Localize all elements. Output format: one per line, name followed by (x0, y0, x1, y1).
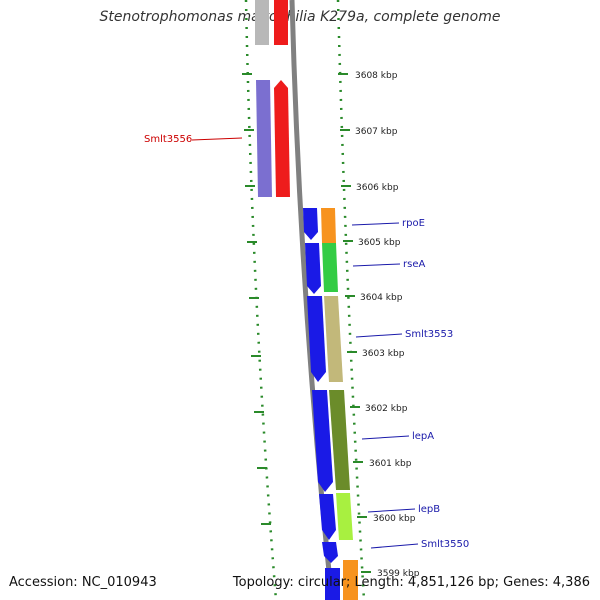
map-title: Stenotrophomonas maltophilia K279a, comp… (99, 9, 501, 25)
gene-smlt3553-blue (307, 296, 326, 382)
gene-grey-top (255, 0, 269, 45)
tick-3604: 3604 kbp (345, 293, 403, 303)
gene-label-smlt3553[interactable]: Smlt3553 (355, 329, 453, 340)
gene-smlt3550-blue (322, 542, 338, 563)
tick-label: 3604 kbp (360, 293, 403, 303)
gene-smlt3556-purple (256, 80, 272, 197)
gene-blue-bottom (325, 568, 340, 600)
tick-3602: 3602 kbp (350, 404, 408, 414)
gene-label-rseA[interactable]: rseA (352, 259, 425, 270)
gene-label-text: Smlt3550 (421, 539, 469, 550)
tick-label: 3603 kbp (362, 349, 405, 359)
tick-3606: 3606 kbp (341, 183, 399, 193)
gene-lepB-lime (336, 493, 353, 540)
tick-label: 3601 kbp (369, 459, 412, 469)
gene-smlt3553-khaki (324, 296, 343, 382)
gene-label-lepB[interactable]: lepB (367, 504, 440, 515)
tick-3605: 3605 kbp (343, 238, 401, 248)
gene-rseA-green (322, 243, 338, 292)
gene-lepB-blue (319, 494, 336, 540)
gene-label-text: Smlt3553 (405, 329, 453, 340)
gene-label-smlt3550[interactable]: Smlt3550 (370, 539, 469, 550)
left-tick-dashes (242, 73, 271, 525)
gene-lepA-blue (312, 390, 333, 492)
tick-label: 3599 kbp (377, 569, 420, 579)
gene-label-text: Smlt3556 (144, 134, 192, 145)
tick-3600: 3600 kbp (357, 514, 416, 524)
tick-label: 3608 kbp (355, 71, 398, 81)
gene-rpoE-orange (321, 208, 336, 243)
gene-orange-bottom (343, 560, 358, 600)
gene-red-top (274, 0, 288, 45)
tick-label: 3606 kbp (356, 183, 399, 193)
tick-label: 3605 kbp (358, 238, 401, 248)
gene-label-text: lepB (418, 504, 440, 515)
tick-3607: 3607 kbp (340, 127, 398, 137)
gene-label-text: lepA (412, 431, 434, 442)
gene-label-rpoE[interactable]: rpoE (351, 218, 425, 229)
genome-summary-text: Topology: circular; Length: 4,851,126 bp… (232, 575, 590, 590)
gene-lepA-olive (329, 390, 350, 490)
gene-red-mid (274, 80, 290, 197)
accession-text: Accession: NC_010943 (9, 575, 157, 590)
tick-3601: 3601 kbp (353, 459, 412, 469)
tick-3608: 3608 kbp (338, 71, 398, 81)
tick-label: 3607 kbp (355, 127, 398, 137)
gene-rpoE-blue (303, 208, 318, 240)
gene-label-lepA[interactable]: lepA (361, 431, 434, 442)
gene-label-text: rpoE (402, 218, 425, 229)
gene-label-smlt3556[interactable]: Smlt3556 (144, 134, 243, 145)
tick-label: 3600 kbp (373, 514, 416, 524)
tick-3603: 3603 kbp (347, 349, 405, 359)
tick-label: 3602 kbp (365, 404, 408, 414)
tick-3599: 3599 kbp (361, 569, 420, 579)
gene-rseA-blue (305, 243, 321, 294)
gene-label-text: rseA (403, 259, 425, 270)
